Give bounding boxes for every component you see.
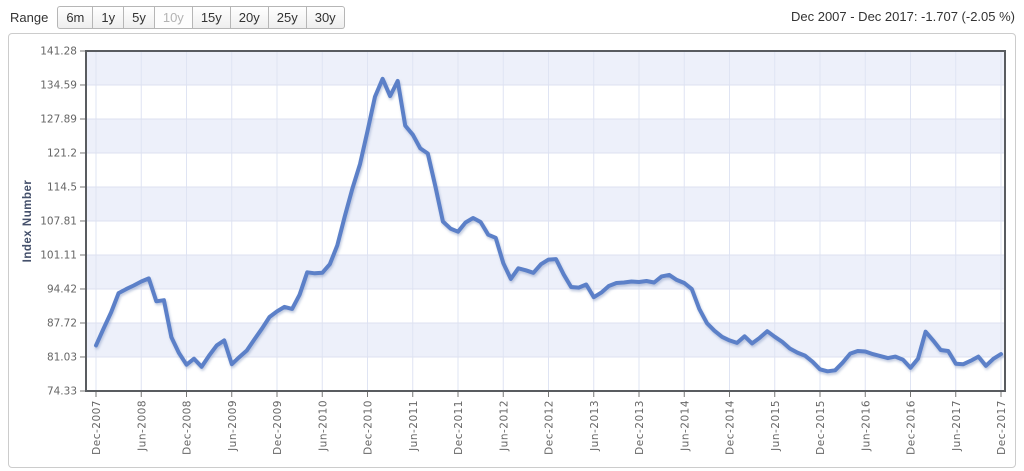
range-button-25y[interactable]: 25y xyxy=(268,6,307,29)
x-tick-label: Dec-2011 xyxy=(453,400,465,455)
range-button-1y[interactable]: 1y xyxy=(93,6,125,29)
x-tick-label: Jun-2012 xyxy=(498,400,510,452)
range-button-15y[interactable]: 15y xyxy=(192,6,231,29)
y-tick-label: 121.2 xyxy=(47,147,77,159)
y-tick-label: 94.42 xyxy=(47,283,77,295)
y-tick-label: 114.5 xyxy=(47,182,77,194)
range-button-20y[interactable]: 20y xyxy=(230,6,269,29)
y-tick-label: 81.03 xyxy=(47,351,77,363)
y-tick-label: 87.72 xyxy=(47,318,77,330)
x-tick-label: Dec-2008 xyxy=(182,400,194,455)
x-tick-label: Jun-2009 xyxy=(227,400,239,452)
x-tick-label: Dec-2009 xyxy=(272,400,284,455)
x-tick-label: Dec-2015 xyxy=(815,400,827,455)
y-tick-label: 107.81 xyxy=(40,215,77,227)
y-tick-label: 141.28 xyxy=(40,46,77,58)
x-tick-label: Jun-2010 xyxy=(317,400,329,452)
x-tick-label: Dec-2007 xyxy=(91,400,103,455)
chart-container: 141.28 134.59 127.89 121.2 114.5 107.81 101.11… xyxy=(8,33,1016,468)
plot-band xyxy=(86,288,1005,323)
x-tick-label: Dec-2014 xyxy=(725,400,737,455)
index-number-series-line xyxy=(94,76,1003,374)
x-tick-label: Dec-2012 xyxy=(544,400,556,455)
range-button-group: 6m 1y 5y 10y 15y 20y 25y 30y xyxy=(57,6,345,29)
plot-band xyxy=(86,220,1005,255)
x-tick-label: Jun-2017 xyxy=(951,400,963,452)
x-tick-label: Jun-2016 xyxy=(860,400,872,452)
plot-band xyxy=(86,187,1005,221)
plot-band xyxy=(86,119,1005,153)
range-button-30y[interactable]: 30y xyxy=(306,6,345,29)
plot-band xyxy=(86,152,1005,187)
plot-band xyxy=(86,84,1005,119)
x-tick-label: Jun-2013 xyxy=(589,400,601,452)
y-tick-label: 127.89 xyxy=(40,114,77,126)
x-tick-label: Dec-2010 xyxy=(363,400,375,455)
range-button-5y[interactable]: 5y xyxy=(124,6,155,29)
range-toolbar: Range 6m 1y 5y 10y 15y 20y 25y 30y xyxy=(10,6,345,29)
x-tick-label: Jun-2011 xyxy=(408,400,420,452)
plot-band xyxy=(86,51,1005,85)
y-tick-label: 101.11 xyxy=(40,250,77,262)
plot-border xyxy=(85,50,1006,392)
y-tick-label: 134.59 xyxy=(40,79,77,91)
plot-band xyxy=(86,356,1005,391)
y-tick-label: 74.33 xyxy=(47,386,77,398)
range-button-10y[interactable]: 10y xyxy=(154,6,193,29)
index-number-line-chart: 141.28 134.59 127.89 121.2 114.5 107.81 101.11… xyxy=(22,46,1008,455)
y-axis-title: Index Number xyxy=(22,180,34,263)
x-tick-label: Jun-2008 xyxy=(136,400,148,452)
x-tick-label: Dec-2016 xyxy=(906,400,918,455)
range-button-6m[interactable]: 6m xyxy=(57,6,94,29)
x-tick-label: Dec-2013 xyxy=(634,400,646,455)
date-range-summary: Dec 2007 - Dec 2017: -1.707 (-2.05 %) xyxy=(790,9,1015,24)
x-tick-label: Dec-2017 xyxy=(996,400,1008,455)
x-tick-label: Jun-2014 xyxy=(679,400,691,452)
x-tick-label: Jun-2015 xyxy=(770,400,782,452)
range-label: Range xyxy=(10,10,49,25)
